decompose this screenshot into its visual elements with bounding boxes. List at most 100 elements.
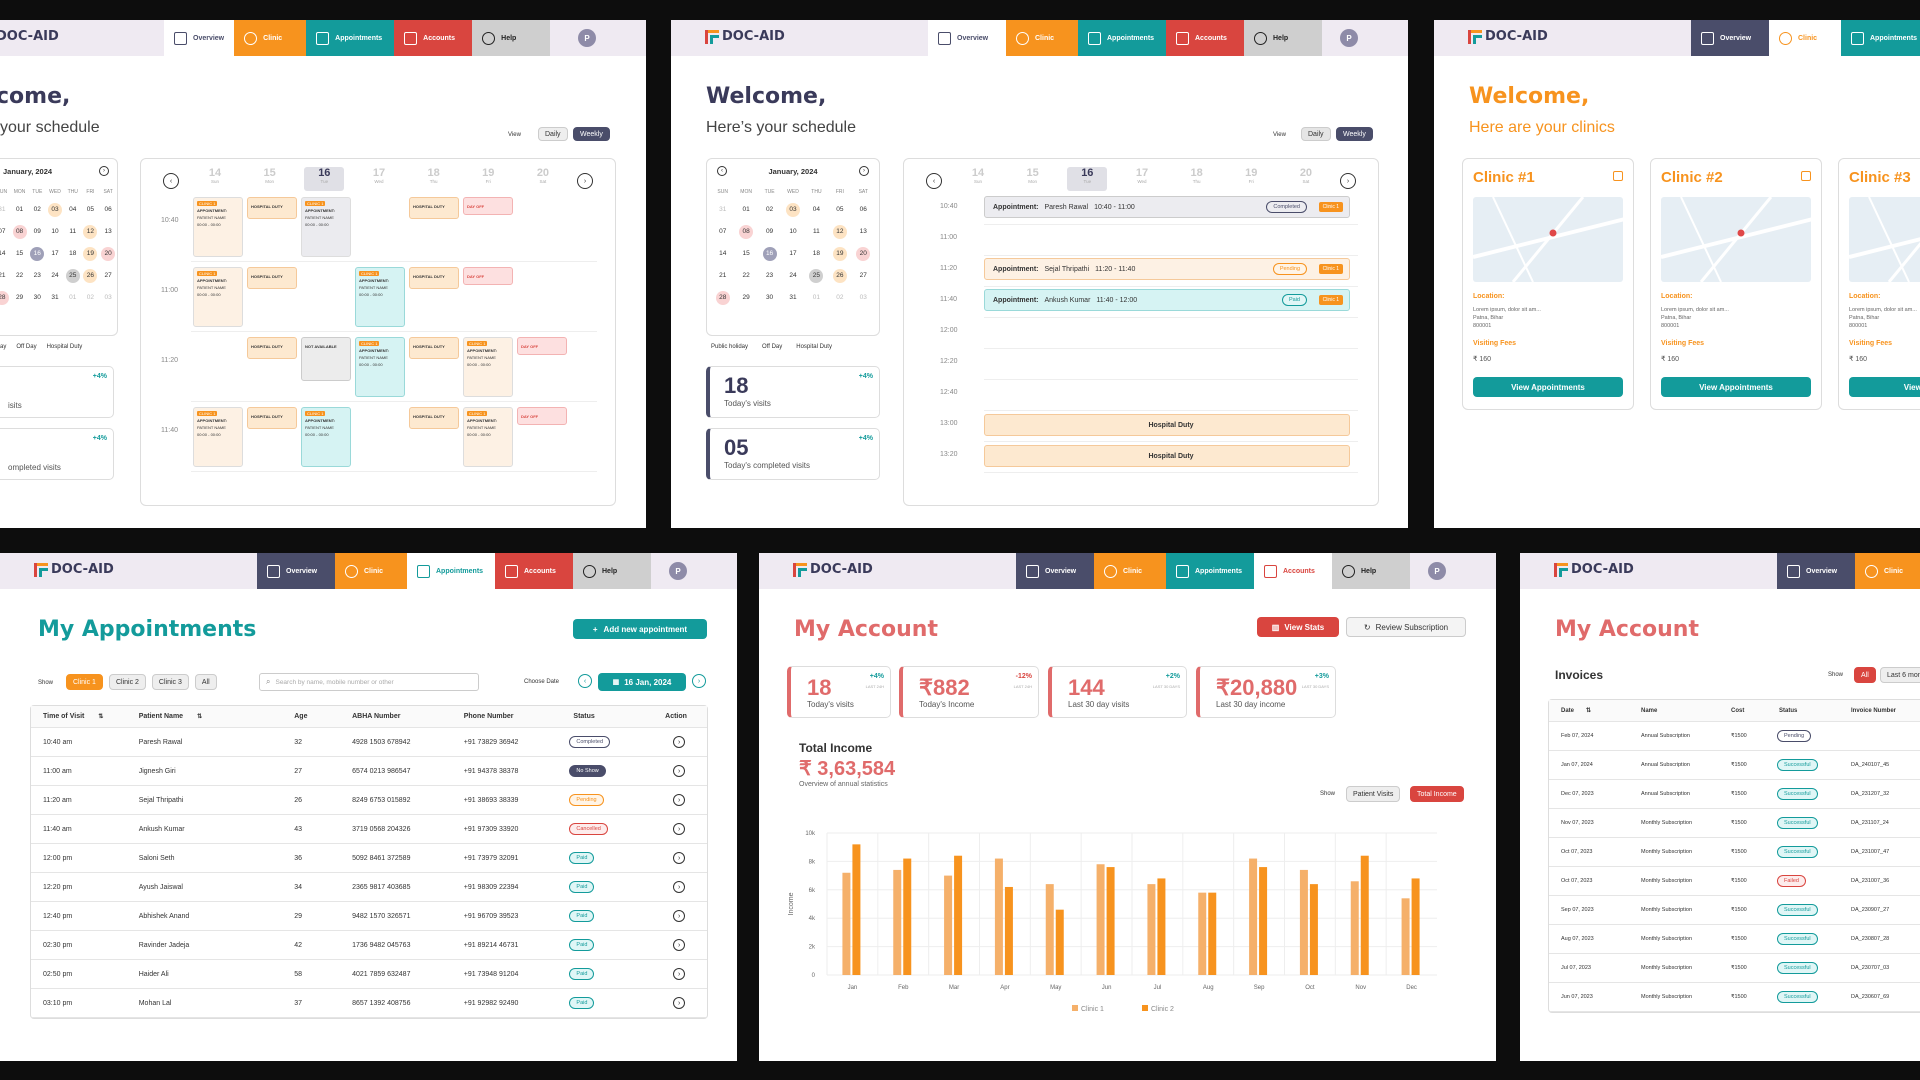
calendar-day[interactable]: 06 <box>104 206 112 213</box>
calendar-day[interactable]: 31 <box>0 206 6 213</box>
appointment-row[interactable]: Appointment: Ankush Kumar 11:40 - 12:00 Pai… <box>984 289 1350 311</box>
hospital-duty-slot[interactable]: HOSPITAL DUTY <box>409 407 459 429</box>
nav-help[interactable]: Help <box>573 553 651 589</box>
week-day-header[interactable]: 18 Thu <box>414 167 454 191</box>
action-arrow-icon[interactable]: › <box>673 939 686 951</box>
appointment-slot[interactable]: CLINIC 1 APPOINTMENT: PATIENT NAME 00:00 - … <box>193 267 243 327</box>
weekly-toggle[interactable]: Weekly <box>1336 127 1373 141</box>
calendar-day[interactable]: 12 <box>832 225 847 239</box>
nav-help[interactable]: Help <box>1244 20 1322 56</box>
week-day-header[interactable]: 15 Mon <box>1013 167 1053 191</box>
clinic-map[interactable] <box>1849 197 1920 282</box>
hospital-duty-slot[interactable]: HOSPITAL DUTY <box>247 407 297 429</box>
calendar-day[interactable]: 20 <box>856 247 871 261</box>
appointment-row[interactable]: Appointment: Paresh Rawal 10:40 - 11:00 Com… <box>984 196 1350 218</box>
appointment-slot[interactable]: CLINIC 1 APPOINTMENT: PATIENT NAME 00:00 - … <box>463 407 513 467</box>
calendar-day[interactable]: 24 <box>51 272 59 279</box>
calendar-day[interactable]: 31 <box>789 294 797 301</box>
view-appointments-button[interactable]: View Appointments <box>1473 377 1623 397</box>
next-day-icon[interactable]: › <box>1340 173 1356 189</box>
week-day-header[interactable]: 14 Sun <box>958 167 998 191</box>
next-date-icon[interactable]: › <box>692 674 706 688</box>
day-off-slot[interactable]: DAY OFF <box>517 337 567 355</box>
appointment-slot[interactable]: CLINIC 1 APPOINTMENT: PATIENT NAME 00:00 - … <box>301 407 351 467</box>
nav-clinic[interactable]: Clinic <box>234 20 307 56</box>
column-header[interactable]: Date ⇅ <box>1549 707 1629 714</box>
calendar-day[interactable]: 29 <box>15 294 24 301</box>
calendar-day[interactable]: 21 <box>0 272 6 279</box>
calendar-day[interactable]: 06 <box>859 206 867 213</box>
edit-icon[interactable] <box>1801 171 1811 181</box>
view-appointments-button[interactable]: View Appo <box>1849 377 1920 397</box>
review-subscription-button[interactable]: ↻ Review Subscription <box>1346 617 1466 637</box>
day-off-slot[interactable]: DAY OFF <box>517 407 567 425</box>
hospital-duty-slot[interactable]: HOSPITAL DUTY <box>409 267 459 289</box>
calendar-day[interactable]: 12 <box>83 225 98 239</box>
edit-icon[interactable] <box>1613 171 1623 181</box>
calendar-day[interactable]: 15 <box>15 250 24 257</box>
clinic-map[interactable] <box>1661 197 1811 282</box>
week-day-header[interactable]: 17 Wed <box>1122 167 1162 191</box>
avatar[interactable]: P <box>669 562 687 580</box>
sort-icon[interactable]: ⇅ <box>98 714 104 720</box>
nav-appointments[interactable]: Appointments <box>1166 553 1254 589</box>
filter-all[interactable]: All <box>1854 667 1876 683</box>
nav-help[interactable]: Help <box>1332 553 1410 589</box>
calendar-day[interactable]: 22 <box>15 272 24 279</box>
hospital-duty-slot[interactable]: HOSPITAL DUTY <box>247 197 297 219</box>
calendar-day[interactable]: 01 <box>69 294 77 301</box>
daily-toggle[interactable]: Daily <box>538 127 568 141</box>
hospital-duty-slot[interactable]: HOSPITAL DUTY <box>409 337 459 359</box>
calendar-day[interactable]: 19 <box>832 247 847 261</box>
action-arrow-icon[interactable]: › <box>673 997 686 1009</box>
nav-clinic[interactable]: Clinic <box>1855 553 1920 589</box>
calendar-day[interactable]: 27 <box>859 272 867 279</box>
hospital-duty-slot[interactable]: HOSPITAL DUTY <box>409 197 459 219</box>
calendar-day[interactable]: 25 <box>65 269 80 283</box>
calendar-day[interactable]: 22 <box>742 272 750 279</box>
day-off-slot[interactable]: DAY OFF <box>463 197 513 215</box>
calendar-day[interactable]: 01 <box>742 206 750 213</box>
search-input[interactable]: ⌕ Search by name, mobile number or other <box>259 673 479 691</box>
calendar-day[interactable]: 17 <box>51 250 59 257</box>
action-arrow-icon[interactable]: › <box>673 765 686 777</box>
weekly-toggle[interactable]: Weekly <box>573 127 610 141</box>
calendar-day[interactable]: 26 <box>83 269 98 283</box>
prev-month-icon[interactable]: ‹ <box>717 166 727 176</box>
calendar-day[interactable]: 08 <box>739 225 754 239</box>
nav-accounts[interactable]: Accounts <box>1166 20 1244 56</box>
sort-icon[interactable]: ⇅ <box>197 714 203 720</box>
calendar-day[interactable]: 05 <box>836 206 844 213</box>
calendar-day[interactable]: 03 <box>104 294 112 301</box>
calendar-day[interactable]: 31 <box>719 206 727 213</box>
action-arrow-icon[interactable]: › <box>673 736 686 748</box>
calendar-day[interactable]: 09 <box>765 228 774 235</box>
avatar[interactable]: P <box>1340 29 1358 47</box>
week-day-header[interactable]: 14 Sun <box>195 167 235 191</box>
calendar-day[interactable]: 04 <box>812 206 821 213</box>
action-arrow-icon[interactable]: › <box>673 968 686 980</box>
calendar-day[interactable]: 24 <box>789 272 797 279</box>
not-available-slot[interactable]: NOT AVAILABLE <box>301 337 351 381</box>
prev-week-icon[interactable]: ‹ <box>163 173 179 189</box>
calendar-day[interactable]: 30 <box>765 294 774 301</box>
appointment-slot[interactable]: CLINIC 1 APPOINTMENT: PATIENT NAME 00:00 - … <box>355 267 405 327</box>
calendar-day[interactable]: 28 <box>715 291 730 305</box>
week-day-header[interactable]: 20 Sat <box>1286 167 1326 191</box>
clinic-map[interactable] <box>1473 197 1623 282</box>
view-appointments-button[interactable]: View Appointments <box>1661 377 1811 397</box>
calendar-day[interactable]: 05 <box>86 206 95 213</box>
nav-accounts[interactable]: Accounts <box>1254 553 1332 589</box>
nav-appointments[interactable]: Appointments <box>1841 20 1920 56</box>
column-header[interactable]: Patient Name ⇅ <box>127 713 283 720</box>
prev-day-icon[interactable]: ‹ <box>926 173 942 189</box>
action-arrow-icon[interactable]: › <box>673 794 686 806</box>
filter-all[interactable]: All <box>194 674 217 690</box>
column-header[interactable]: Time of Visit ⇅ <box>31 713 127 720</box>
calendar-day[interactable]: 21 <box>719 272 727 279</box>
action-arrow-icon[interactable]: › <box>673 910 686 922</box>
appointment-slot[interactable]: CLINIC 1 APPOINTMENT: PATIENT NAME 00:00 - … <box>193 197 243 257</box>
calendar-day[interactable]: 09 <box>33 228 41 235</box>
action-arrow-icon[interactable]: › <box>673 881 686 893</box>
nav-clinic[interactable]: Clinic <box>1094 553 1166 589</box>
